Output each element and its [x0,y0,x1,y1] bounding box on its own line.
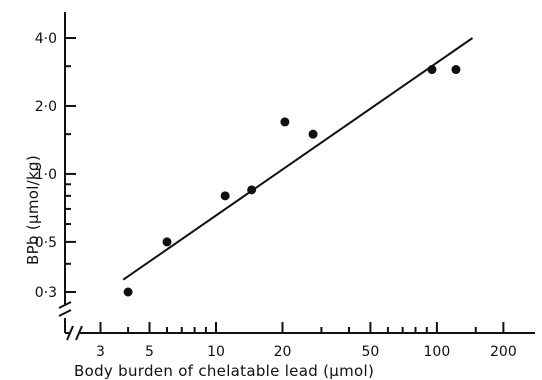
x-axis-break-mark [66,325,74,341]
y-tick-label: 1·0 [35,167,57,183]
y-tick-label: 4·0 [35,31,57,47]
data-point [451,65,461,75]
data-point [220,191,230,201]
data-point [162,237,172,247]
x-tick-label: 200 [490,344,517,360]
fit-line [122,37,474,281]
y-tick-label: 2·0 [35,99,57,115]
axes [58,12,535,341]
x-axis-ticks: 3 5 10 20 50 100 200 [96,322,517,360]
y-tick-label: 0·5 [35,235,57,251]
x-tick-label: 20 [274,344,292,360]
y-tick-label: 0·3 [35,285,57,301]
x-tick-label: 3 [96,344,105,360]
data-point [247,185,257,195]
x-tick-label: 5 [145,344,154,360]
x-tick-label: 100 [424,344,451,360]
y-axis-break-mark [58,309,72,317]
x-axis-break-mark [75,325,83,341]
y-axis-break-mark [58,301,72,309]
data-point [427,65,437,75]
data-point [280,117,290,127]
fit-line-group [122,37,474,281]
y-axis-label: BPb (µmol/kg) [24,155,42,265]
x-axis-label: Body burden of chelatable lead (µmol) [74,362,374,380]
x-tick-label: 10 [207,344,225,360]
y-axis-ticks: 0·3 0·5 1·0 2·0 4·0 [35,31,76,301]
data-points [123,65,461,297]
x-tick-label: 50 [361,344,379,360]
data-point [123,287,133,297]
data-point [308,129,318,139]
